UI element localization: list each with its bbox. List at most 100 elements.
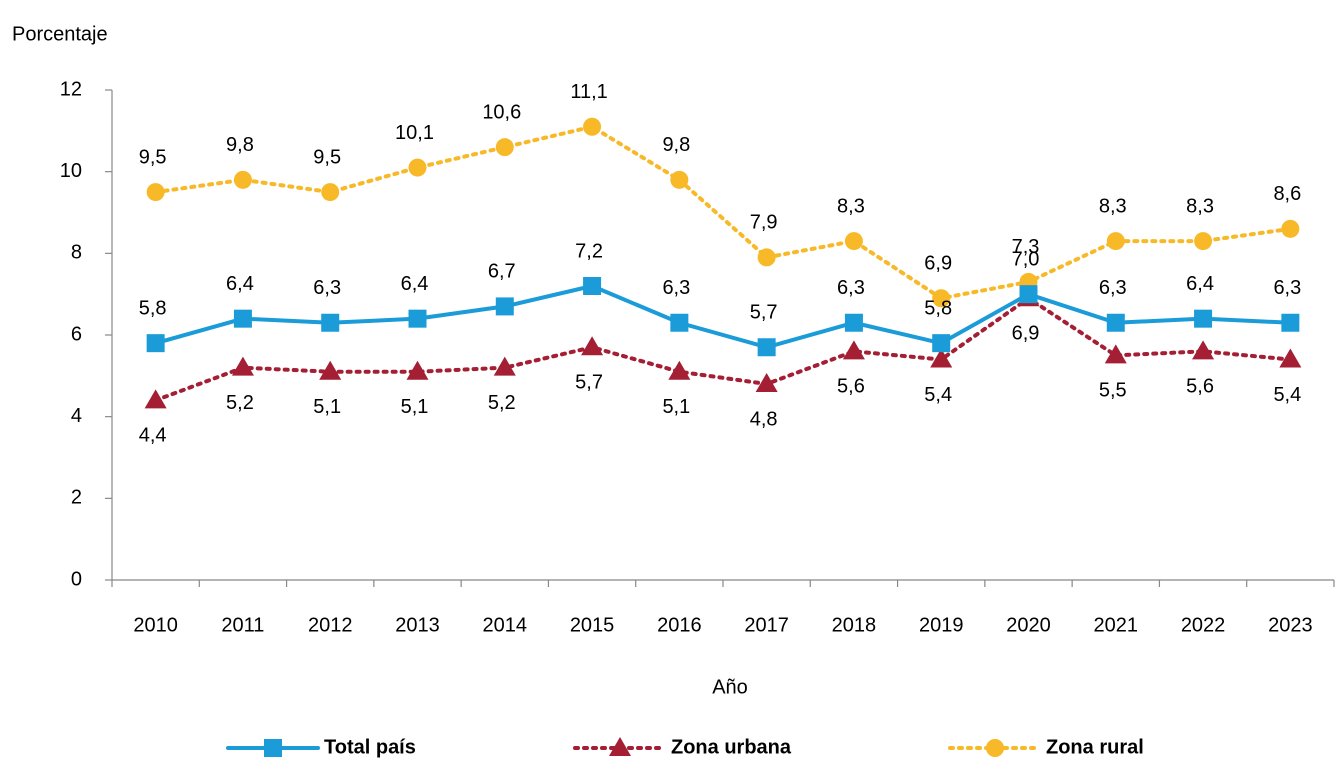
point	[844, 313, 863, 332]
x-tick-label: 2014	[483, 614, 528, 636]
data-label: 10,6	[482, 101, 521, 123]
data-label: 8,3	[837, 195, 865, 217]
point	[408, 309, 427, 328]
point	[1279, 348, 1302, 368]
data-label: 5,1	[662, 396, 690, 418]
x-axis-title: Año	[712, 676, 748, 698]
point	[406, 360, 429, 380]
point	[1194, 309, 1213, 328]
legend-label: Total país	[324, 736, 416, 758]
x-tick-label: 2019	[919, 614, 964, 636]
point	[408, 158, 427, 177]
point	[930, 348, 953, 368]
x-tick-label: 2018	[832, 614, 877, 636]
point	[495, 297, 514, 316]
data-label: 9,8	[662, 134, 690, 156]
point	[581, 336, 604, 356]
data-label: 5,1	[313, 396, 341, 418]
data-label: 5,8	[924, 297, 952, 319]
data-label: 5,2	[488, 392, 516, 414]
x-tick-label: 2023	[1268, 614, 1313, 636]
point	[146, 183, 165, 202]
data-label: 8,6	[1273, 183, 1301, 205]
data-label: 6,9	[924, 253, 952, 275]
point	[493, 356, 516, 376]
point	[670, 170, 689, 189]
data-label: 6,7	[488, 261, 516, 283]
point	[844, 232, 863, 251]
data-label: 6,9	[1012, 323, 1040, 345]
point	[233, 309, 252, 328]
point	[1106, 313, 1125, 332]
data-label: 10,1	[395, 122, 434, 144]
data-label: 7,9	[750, 212, 778, 234]
point	[1104, 344, 1127, 364]
y-axis-title: Porcentaje	[12, 23, 108, 45]
y-tick-label: 6	[71, 323, 82, 345]
legend-label: Zona rural	[1046, 736, 1144, 758]
data-label: 8,3	[1099, 195, 1127, 217]
point	[144, 389, 167, 409]
y-tick-label: 2	[71, 487, 82, 509]
data-label: 9,5	[139, 146, 167, 168]
x-tick-label: 2011	[221, 614, 264, 636]
data-label: 5,4	[924, 384, 952, 406]
point	[757, 248, 776, 267]
data-label: 8,3	[1186, 195, 1214, 217]
point	[670, 313, 689, 332]
y-tick-label: 10	[60, 160, 82, 182]
data-label: 5,7	[575, 372, 603, 394]
point	[321, 183, 340, 202]
data-label: 5,8	[139, 297, 167, 319]
point	[668, 360, 691, 380]
data-label: 4,8	[750, 408, 778, 430]
data-label: 11,1	[570, 81, 607, 103]
data-label: 6,4	[401, 273, 429, 295]
data-label: 5,2	[226, 392, 254, 414]
x-tick-label: 2021	[1094, 614, 1139, 636]
x-tick-label: 2013	[395, 614, 440, 636]
data-label: 5,6	[837, 376, 865, 398]
data-label: 7,0	[1012, 248, 1040, 270]
point	[1192, 340, 1215, 360]
y-tick-label: 0	[71, 568, 82, 590]
data-label: 6,3	[662, 277, 690, 299]
data-label: 6,4	[1186, 273, 1214, 295]
legend-marker	[986, 739, 1004, 757]
data-label: 5,1	[401, 396, 429, 418]
point	[1194, 232, 1213, 251]
data-label: 6,4	[226, 273, 254, 295]
point	[146, 334, 165, 353]
point	[495, 138, 514, 157]
y-tick-label: 8	[71, 242, 82, 264]
data-label: 7,2	[575, 240, 603, 262]
point	[842, 340, 865, 360]
point	[932, 289, 951, 308]
data-label: 6,3	[1273, 277, 1301, 299]
data-label: 5,4	[1273, 384, 1301, 406]
point	[319, 360, 342, 380]
y-tick-label: 4	[71, 405, 82, 427]
series-line	[153, 124, 1293, 301]
data-label: 9,5	[313, 146, 341, 168]
data-label: 5,5	[1099, 380, 1127, 402]
point	[932, 334, 951, 353]
point	[755, 373, 778, 392]
point	[231, 356, 254, 376]
point	[1106, 232, 1125, 251]
x-tick-label: 2022	[1181, 614, 1226, 636]
data-label: 5,7	[750, 302, 778, 324]
y-tick-label: 12	[60, 78, 82, 100]
legend-marker	[264, 739, 282, 757]
x-tick-label: 2012	[308, 614, 353, 636]
point	[583, 277, 602, 295]
series-line	[153, 295, 1293, 403]
point	[1281, 313, 1300, 332]
data-label: 7,3	[1012, 236, 1040, 258]
point	[1281, 219, 1300, 238]
legend-marker	[609, 737, 631, 756]
series-line	[153, 283, 1293, 350]
point	[583, 117, 602, 136]
x-tick-label: 2020	[1006, 614, 1051, 636]
